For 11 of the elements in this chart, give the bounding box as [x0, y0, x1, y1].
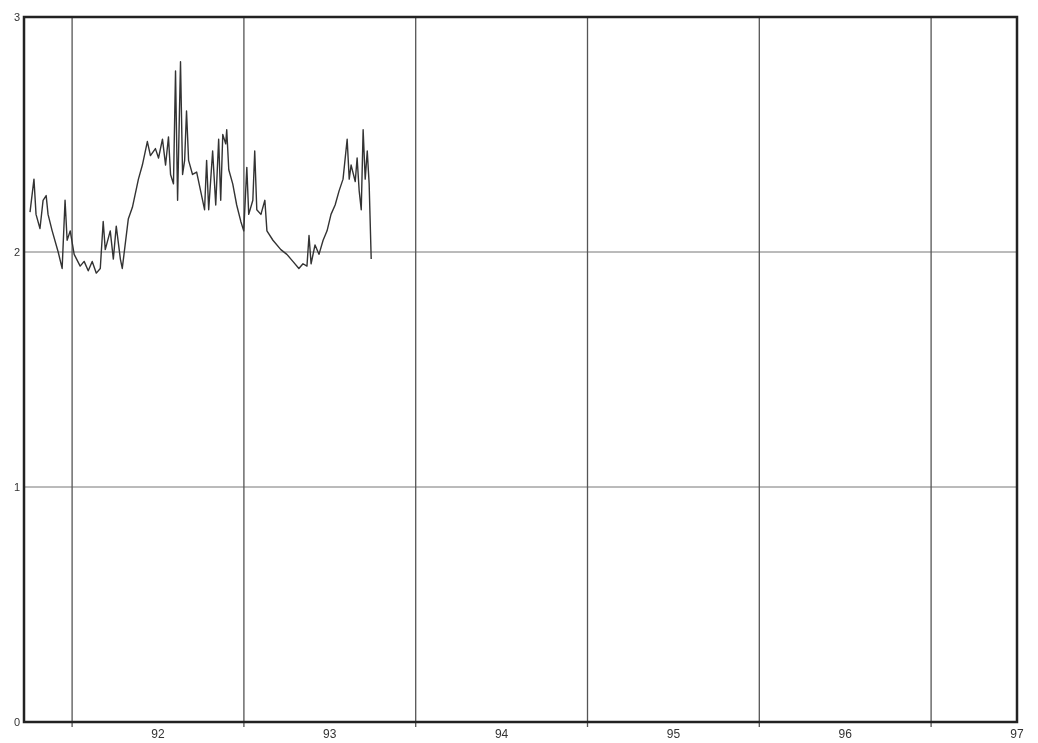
x-tick-label: 95 — [666, 727, 681, 741]
x-tick-label: 96 — [838, 727, 853, 741]
y-tick-label: 3 — [13, 11, 20, 23]
y-tick-label: 0 — [13, 716, 20, 728]
x-tick-label: 97 — [1010, 727, 1024, 741]
x-tick-label: 94 — [494, 727, 509, 741]
x-tick-label: 93 — [323, 727, 337, 741]
line-series — [29, 60, 372, 274]
x-tick-label: 92 — [151, 727, 165, 741]
y-tick-label: 1 — [13, 481, 20, 493]
y-tick-label: 2 — [13, 246, 20, 258]
